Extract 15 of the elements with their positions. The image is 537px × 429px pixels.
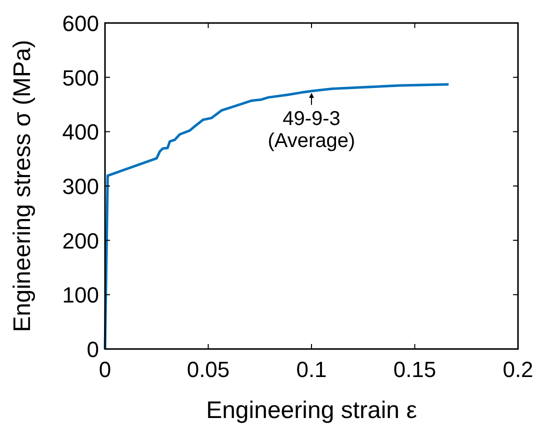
x-tick-label: 0.1 — [296, 357, 327, 382]
annotation: 49-9-3 (Average) — [268, 108, 356, 152]
y-tick-label: 100 — [62, 282, 99, 308]
x-tick-label: 0.15 — [393, 357, 436, 382]
y-tick-label: 600 — [62, 11, 99, 36]
x-tick-label: 0.2 — [502, 357, 534, 382]
y-tick-label: 0 — [86, 337, 99, 362]
y-tick-label: 400 — [62, 120, 99, 145]
y-axis-title: Engineering stress σ (MPa) — [9, 40, 36, 332]
y-tick-label: 300 — [62, 174, 99, 199]
y-tick-label: 200 — [62, 228, 99, 254]
y-tick-label: 500 — [62, 65, 99, 90]
line-series — [104, 83, 450, 350]
x-axis-title: Engineering strain ε — [206, 397, 418, 424]
x-tick-label: 0.05 — [186, 357, 230, 382]
